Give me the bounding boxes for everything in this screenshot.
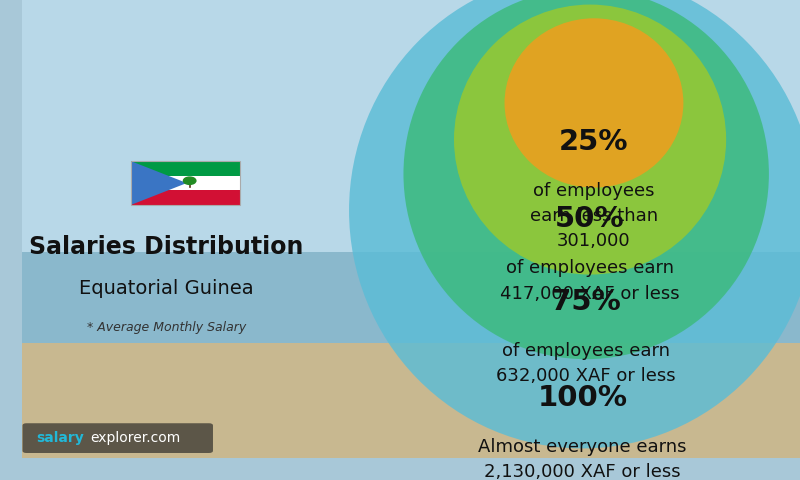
Text: * Average Monthly Salary: * Average Monthly Salary bbox=[86, 321, 246, 334]
Text: 50%: 50% bbox=[555, 205, 625, 233]
Text: earn less than: earn less than bbox=[530, 207, 658, 225]
Bar bbox=[22, 0, 800, 252]
Text: of employees earn: of employees earn bbox=[506, 259, 674, 277]
Polygon shape bbox=[131, 161, 186, 205]
Text: Salaries Distribution: Salaries Distribution bbox=[29, 235, 303, 259]
Text: 25%: 25% bbox=[559, 128, 629, 156]
Circle shape bbox=[183, 177, 196, 184]
Bar bbox=[22, 252, 800, 343]
Ellipse shape bbox=[349, 0, 800, 448]
Bar bbox=[22, 343, 800, 457]
Text: Equatorial Guinea: Equatorial Guinea bbox=[79, 279, 254, 298]
Bar bbox=[131, 176, 240, 190]
Text: 100%: 100% bbox=[538, 384, 627, 412]
Text: 417,000 XAF or less: 417,000 XAF or less bbox=[500, 285, 680, 302]
Text: 75%: 75% bbox=[551, 288, 621, 316]
Ellipse shape bbox=[505, 18, 683, 188]
Bar bbox=[131, 161, 240, 176]
Text: Almost everyone earns: Almost everyone earns bbox=[478, 438, 686, 456]
Text: of employees: of employees bbox=[534, 181, 654, 200]
Text: explorer.com: explorer.com bbox=[90, 432, 180, 445]
Ellipse shape bbox=[454, 5, 726, 275]
Text: 301,000: 301,000 bbox=[557, 232, 630, 250]
Ellipse shape bbox=[403, 0, 769, 359]
Text: salary: salary bbox=[37, 432, 84, 445]
Text: of employees earn: of employees earn bbox=[502, 342, 670, 360]
Text: 632,000 XAF or less: 632,000 XAF or less bbox=[496, 367, 676, 385]
FancyBboxPatch shape bbox=[22, 423, 213, 453]
Bar bbox=[131, 190, 240, 205]
Text: 2,130,000 XAF or less: 2,130,000 XAF or less bbox=[484, 463, 681, 480]
Bar bbox=[131, 161, 240, 205]
